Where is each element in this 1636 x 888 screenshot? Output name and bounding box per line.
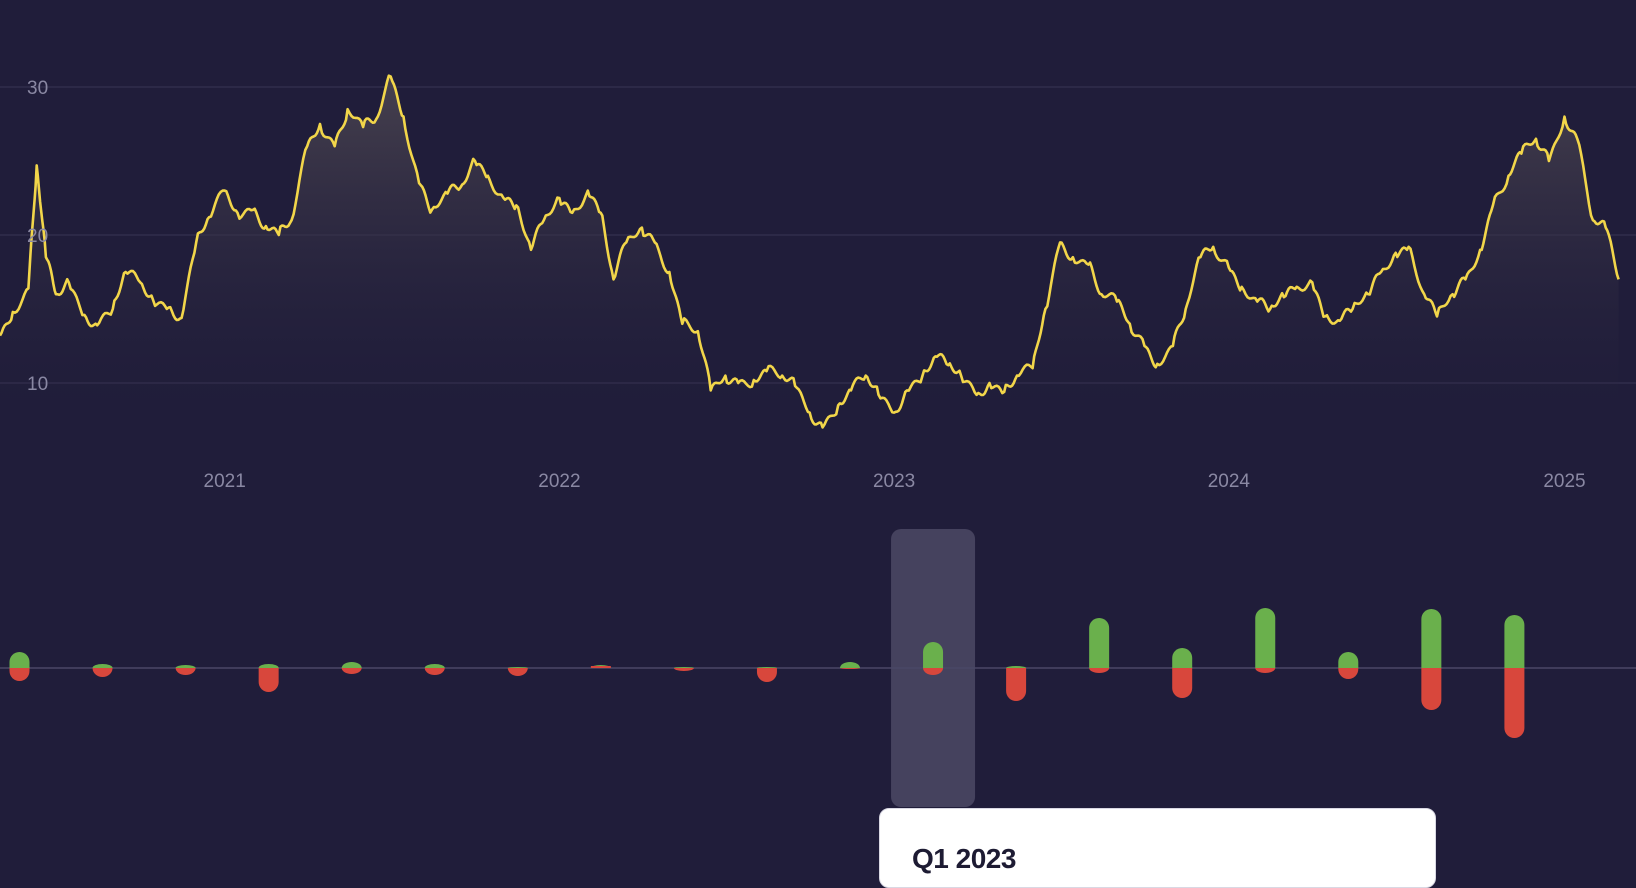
bar-positive[interactable] [1172, 648, 1193, 668]
x-tick-label: 2023 [873, 471, 915, 492]
bar-group[interactable] [1172, 648, 1193, 698]
bar-negative[interactable] [1089, 668, 1110, 673]
tooltip-title: Q1 2023 [912, 843, 1016, 874]
bar-negative[interactable] [507, 668, 528, 676]
bar-group[interactable] [424, 664, 445, 675]
bar-positive[interactable] [1338, 652, 1359, 668]
bar-positive[interactable] [1421, 609, 1442, 668]
y-axis-labels: 10 20 30 [27, 78, 48, 395]
bar-positive[interactable] [1504, 615, 1525, 668]
bar-negative[interactable] [923, 668, 944, 675]
bar-group[interactable] [590, 665, 611, 668]
bar-group[interactable] [1255, 608, 1276, 673]
price-series-line [0, 74, 1620, 429]
bar-negative[interactable] [1504, 668, 1525, 738]
bar-positive[interactable] [424, 664, 445, 668]
bar-positive[interactable] [1255, 608, 1276, 668]
bar-group[interactable] [341, 662, 362, 674]
quarterly-bar-chart[interactable] [9, 608, 1525, 738]
bar-group[interactable] [673, 667, 694, 671]
bar-negative[interactable] [590, 666, 611, 668]
bar-negative[interactable] [1172, 668, 1193, 698]
bar-positive[interactable] [923, 642, 944, 668]
bar-negative[interactable] [92, 668, 113, 677]
bar-negative[interactable] [840, 668, 860, 669]
tooltip: Q1 2023 [879, 808, 1436, 888]
x-axis-labels: 2021 2022 2023 2024 2025 [204, 471, 1586, 492]
bar-negative[interactable] [673, 668, 694, 671]
y-tick-label: 20 [27, 226, 48, 247]
bar-negative[interactable] [341, 668, 362, 674]
bar-negative[interactable] [424, 668, 445, 675]
bar-group[interactable] [507, 667, 528, 676]
bar-group[interactable] [840, 662, 860, 669]
bar-group[interactable] [1006, 666, 1027, 701]
bar-positive[interactable] [341, 662, 362, 668]
bar-group[interactable] [92, 664, 113, 677]
bar-negative[interactable] [1338, 668, 1359, 679]
bar-positive[interactable] [507, 667, 528, 668]
bar-group[interactable] [175, 665, 196, 675]
x-tick-label: 2025 [1543, 471, 1585, 492]
bar-group[interactable] [9, 652, 30, 681]
x-tick-label: 2021 [204, 471, 246, 492]
bar-group[interactable] [1089, 618, 1110, 673]
bar-positive[interactable] [1089, 618, 1110, 668]
bar-positive[interactable] [175, 665, 196, 668]
bar-positive[interactable] [258, 664, 279, 668]
y-tick-label: 10 [27, 374, 48, 395]
bar-group[interactable] [258, 664, 279, 693]
bar-positive[interactable] [9, 652, 30, 668]
area-fill [0, 75, 1619, 430]
bar-group[interactable] [756, 667, 777, 683]
bar-group[interactable] [923, 642, 944, 675]
bar-group[interactable] [1421, 609, 1442, 710]
bar-group[interactable] [1504, 615, 1525, 738]
bar-positive[interactable] [92, 664, 113, 668]
bar-negative[interactable] [756, 668, 777, 683]
bar-positive[interactable] [756, 667, 777, 668]
bar-negative[interactable] [9, 668, 30, 681]
price-line-chart [0, 74, 1620, 429]
y-tick-label: 30 [27, 78, 48, 99]
bar-negative[interactable] [175, 668, 196, 675]
bar-negative[interactable] [1006, 668, 1027, 701]
bar-positive[interactable] [1006, 666, 1027, 668]
price-area [0, 75, 1619, 430]
bar-negative[interactable] [258, 668, 279, 693]
bar-negative[interactable] [1255, 668, 1276, 673]
x-tick-label: 2022 [538, 471, 580, 492]
bar-group[interactable] [1338, 652, 1359, 679]
bar-negative[interactable] [1421, 668, 1442, 710]
bar-positive[interactable] [840, 662, 860, 668]
bar-positive[interactable] [673, 667, 694, 668]
x-tick-label: 2024 [1208, 471, 1251, 492]
